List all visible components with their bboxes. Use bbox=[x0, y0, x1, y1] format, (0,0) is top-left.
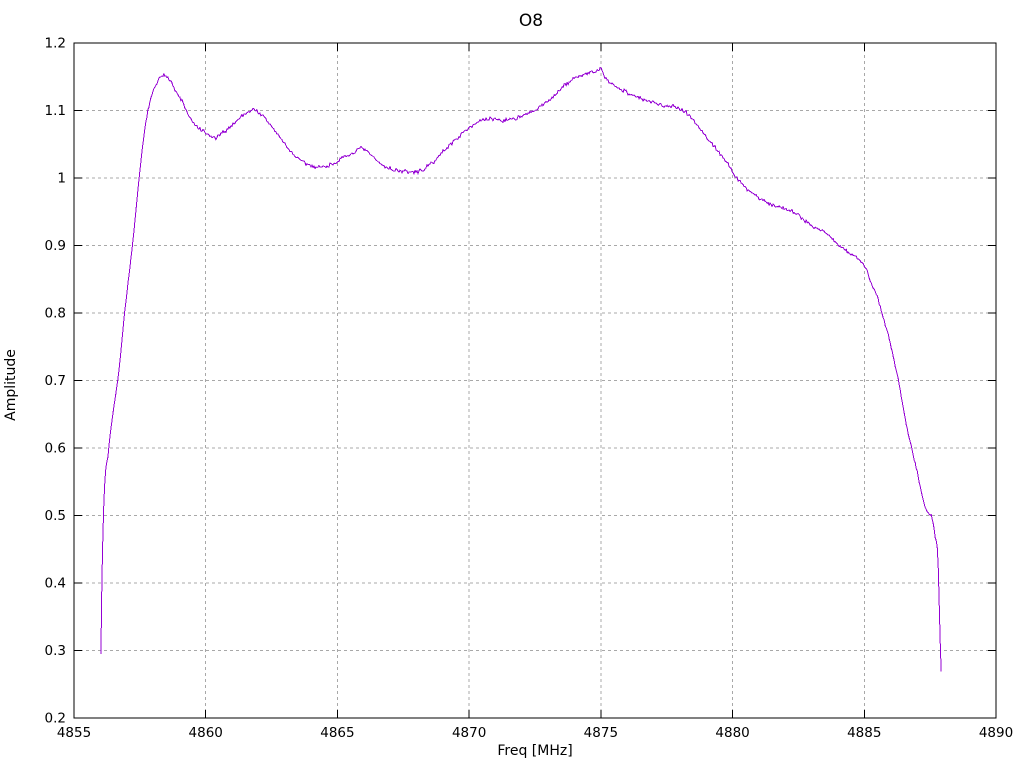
chart-title: O8 bbox=[519, 11, 543, 31]
y-tick-label: 1.1 bbox=[45, 103, 66, 119]
y-axis-label: Amplitude bbox=[3, 349, 19, 421]
x-tick-label: 4865 bbox=[320, 725, 354, 741]
x-tick-label: 4880 bbox=[715, 725, 749, 741]
x-tick-label: 4890 bbox=[979, 725, 1013, 741]
y-tick-label: 1 bbox=[57, 171, 66, 187]
y-tick-label: 0.9 bbox=[45, 238, 66, 254]
x-tick-label: 4875 bbox=[584, 725, 618, 741]
y-tick-label: 0.2 bbox=[45, 711, 66, 727]
x-tick-label: 4885 bbox=[847, 725, 881, 741]
generated-chart-layer: 4855 4860 4865 4870 4875 4880 4885 4890 0.2 0.3 0.… bbox=[45, 36, 1014, 742]
x-tick-label: 4870 bbox=[452, 725, 486, 741]
y-tick-label: 1.2 bbox=[45, 36, 66, 52]
y-tick-label: 0.5 bbox=[45, 508, 66, 524]
x-tick-label: 4855 bbox=[57, 725, 91, 741]
y-tick-label: 0.6 bbox=[45, 441, 66, 457]
y-tick-label: 0.3 bbox=[45, 643, 66, 659]
y-tick-label: 0.7 bbox=[45, 373, 66, 389]
y-tick-label: 0.4 bbox=[45, 576, 66, 592]
x-axis-label: Freq [MHz] bbox=[497, 743, 572, 759]
series-line bbox=[100, 67, 942, 672]
x-tick-label: 4860 bbox=[189, 725, 223, 741]
y-tick-label: 0.8 bbox=[45, 306, 66, 322]
